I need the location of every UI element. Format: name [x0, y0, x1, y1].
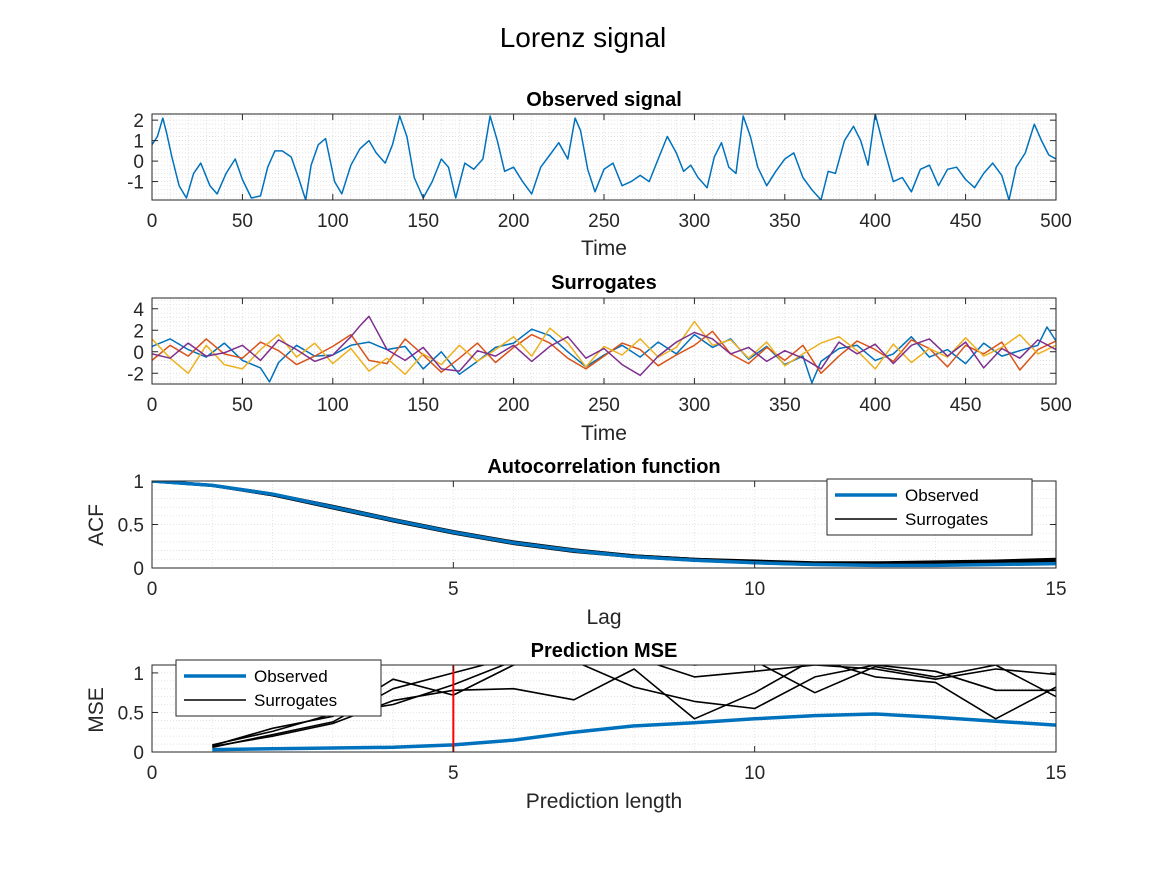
figure-title: Lorenz signal: [500, 22, 667, 53]
surrogates-xtick-label: 200: [498, 395, 530, 416]
surrogates-xtick-label: 400: [859, 395, 891, 416]
mse-ylabel: MSE: [85, 687, 108, 733]
mse-xtick-label: 10: [744, 763, 765, 784]
surrogates-xtick-label: 350: [769, 395, 801, 416]
acf-ylabel: ACF: [85, 504, 108, 546]
surrogates-ytick-label: 4: [133, 300, 144, 321]
acf-xlabel: Lag: [586, 606, 621, 629]
acf-xtick-label: 0: [147, 579, 158, 600]
surrogates-ytick-label: 2: [133, 321, 144, 342]
surrogates-xtick-label: 100: [317, 395, 349, 416]
observed-signal-panel: Observed signal Time 0 50 100 150 200 250 300 3…: [127, 89, 1072, 260]
acf-ticks: 0 5 10 15 0 0.5 1: [118, 472, 1067, 600]
observed-signal-data: [152, 114, 1056, 200]
acf-title: Autocorrelation function: [487, 456, 720, 478]
surrogates-data: [152, 315, 1056, 384]
observed-signal-xtick-label: 100: [317, 211, 349, 232]
acf-legend-label: Observed: [905, 486, 979, 505]
surrogates-ytick-label: -2: [127, 364, 144, 385]
surrogates-xtick-label: 500: [1040, 395, 1072, 416]
mse-legend-label: Surrogates: [254, 691, 337, 710]
mse-xlabel: Prediction length: [526, 790, 682, 813]
acf-panel: Autocorrelation function Lag ACF 0 5 10 150…: [85, 456, 1067, 629]
mse-series-0: [212, 712, 1056, 752]
mse-legend-box: [175, 659, 382, 717]
surrogates-xlabel: Time: [581, 422, 627, 445]
observed-signal-xtick-label: 50: [232, 211, 253, 232]
mse-xtick-label: 0: [147, 763, 158, 784]
observed-signal-xtick-label: 250: [588, 211, 620, 232]
acf-legend-box: [826, 478, 1033, 536]
observed-signal-series-0: [152, 114, 1056, 200]
observed-signal-xtick-label: 400: [859, 211, 891, 232]
observed-signal-xtick-label: 150: [407, 211, 439, 232]
surrogates-series-1: [152, 330, 1056, 375]
observed-signal-xtick-label: 0: [147, 211, 158, 232]
surrogates-series-2: [152, 320, 1056, 376]
surrogates-xtick-label: 300: [679, 395, 711, 416]
mse-ytick-label: 0: [133, 743, 144, 764]
surrogates-panel: Surrogates Time 0 50 100 150 200 250 300 350 400…: [127, 272, 1072, 445]
observed-signal-ytick-label: 2: [133, 111, 144, 132]
observed-signal-ytick-label: 1: [133, 132, 144, 153]
surrogates-xtick-label: 0: [147, 395, 158, 416]
acf-ytick-label: 0: [133, 559, 144, 580]
mse-xtick-label: 5: [448, 763, 459, 784]
surrogates-ytick-label: 0: [133, 343, 144, 364]
mse-legend-label: Observed: [254, 667, 328, 686]
acf-xtick-label: 15: [1045, 579, 1066, 600]
acf-legend: Observed Surrogates: [826, 478, 1033, 536]
observed-signal-xtick-label: 450: [950, 211, 982, 232]
observed-signal-xtick-label: 300: [679, 211, 711, 232]
acf-legend-label: Surrogates: [905, 510, 988, 529]
surrogates-xtick-label: 50: [232, 395, 253, 416]
mse-panel: Prediction MSE Prediction length MSE 0 5 1…: [85, 640, 1067, 813]
acf-series-0: [152, 481, 1056, 568]
surrogates-series-3: [152, 315, 1056, 377]
mse-ytick-label: 1: [133, 664, 144, 685]
observed-signal-xlabel: Time: [581, 237, 627, 260]
acf-ytick-label: 1: [133, 472, 144, 493]
observed-signal-xtick-label: 200: [498, 211, 530, 232]
surrogates-xtick-label: 450: [950, 395, 982, 416]
surrogates-xtick-label: 250: [588, 395, 620, 416]
surrogates-title: Surrogates: [551, 272, 657, 294]
mse-axes-box: [151, 664, 1057, 753]
mse-ticks: 0 5 10 15 0 0.5 1: [118, 664, 1067, 784]
observed-signal-title: Observed signal: [526, 89, 682, 111]
acf-data: [152, 481, 1056, 568]
observed-signal-grid: [151, 114, 1057, 200]
observed-signal-ytick-label: 0: [133, 152, 144, 173]
observed-signal-xtick-label: 350: [769, 211, 801, 232]
observed-signal-xtick-label: 500: [1040, 211, 1072, 232]
mse-ytick-label: 0.5: [118, 703, 144, 724]
acf-ytick-label: 0.5: [118, 516, 144, 537]
mse-legend: Observed Surrogates: [175, 659, 382, 717]
observed-signal-ytick-label: -1: [127, 173, 144, 194]
acf-xtick-label: 5: [448, 579, 459, 600]
mse-title: Prediction MSE: [531, 640, 678, 662]
mse-xtick-label: 15: [1045, 763, 1066, 784]
surrogates-xtick-label: 150: [407, 395, 439, 416]
acf-xtick-label: 10: [744, 579, 765, 600]
surrogates-grid: [151, 298, 1057, 384]
